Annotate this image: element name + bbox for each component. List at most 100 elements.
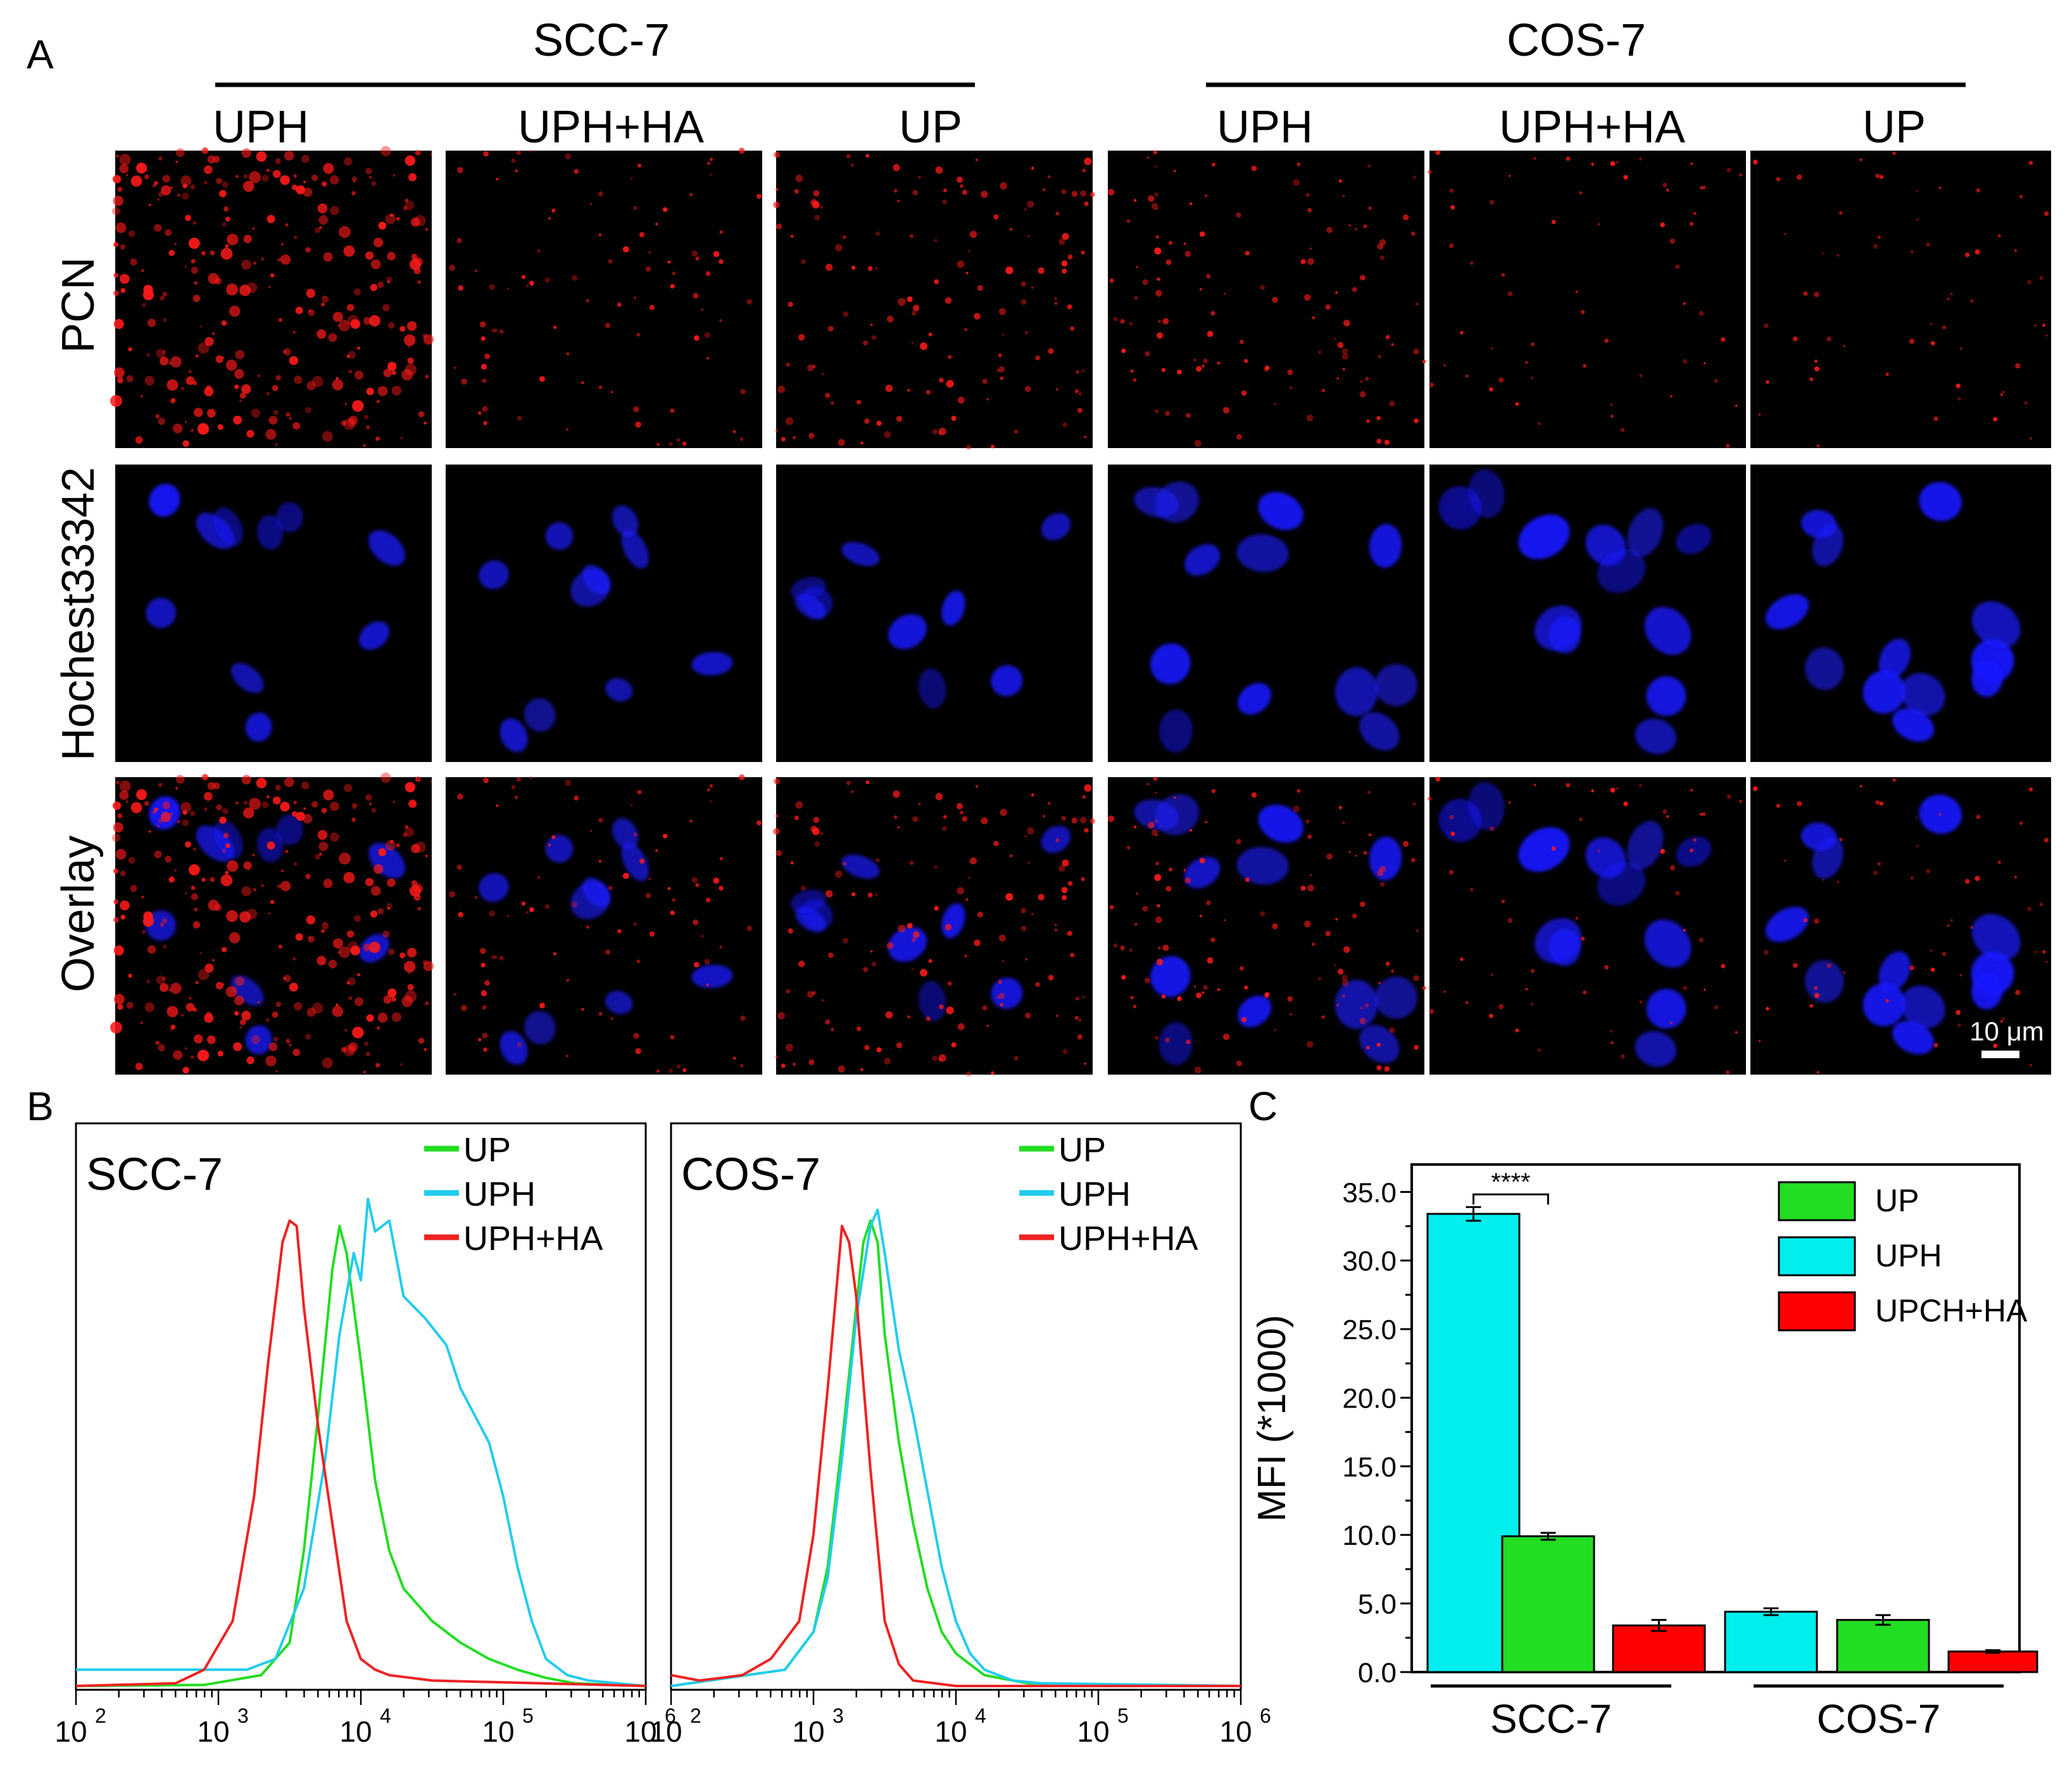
pcn-signal-dot <box>321 181 327 187</box>
pcn-signal-dot <box>820 832 824 836</box>
nucleus-spot <box>1635 1031 1677 1067</box>
pcn-signal-dot <box>1001 334 1004 336</box>
pcn-signal-dot <box>1054 297 1057 300</box>
pcn-signal-dot <box>227 860 239 872</box>
pcn-signal-dot <box>943 188 947 192</box>
pcn-signal-dot <box>981 190 988 198</box>
nucleus-spot <box>612 818 639 849</box>
pcn-signal-dot <box>261 884 264 887</box>
pcn-signal-dot <box>1077 1034 1083 1040</box>
pcn-signal-dot <box>1916 190 1918 192</box>
pcn-signal-dot <box>1317 977 1322 981</box>
pcn-signal-dot <box>1154 247 1162 255</box>
pcn-signal-dot <box>1490 347 1493 350</box>
pcn-signal-dot <box>566 428 568 431</box>
pcn-signal-dot <box>110 1021 122 1034</box>
pcn-signal-dot <box>981 817 988 825</box>
nucleus-spot <box>1900 985 1945 1029</box>
nucleus-spot <box>146 597 176 628</box>
pcn-signal-dot <box>1414 418 1419 423</box>
pcn-signal-dot <box>449 265 456 272</box>
pcn-signal-dot <box>998 934 1007 942</box>
pcn-signal-dot <box>341 420 347 426</box>
group-label: SCC-7 <box>1490 1696 1612 1742</box>
pcn-signal-dot <box>896 415 903 422</box>
pcn-signal-dot <box>1616 161 1619 163</box>
pcn-signal-dot <box>1082 168 1086 173</box>
pcn-signal-dot <box>1429 1009 1434 1015</box>
pcn-signal-dot <box>1873 244 1878 249</box>
pcn-signal-dot <box>408 345 411 348</box>
pcn-signal-dot <box>1766 1007 1769 1011</box>
pcn-signal-dot <box>306 915 316 925</box>
pcn-signal-dot <box>1683 928 1686 932</box>
pcn-signal-dot <box>199 952 202 954</box>
pcn-signal-dot <box>1205 821 1208 823</box>
pcn-signal-dot <box>1222 407 1230 414</box>
pcn-signal-dot <box>911 311 917 316</box>
x-tick-label: 10 <box>339 1715 372 1748</box>
pcn-signal-dot <box>515 169 518 173</box>
pcn-signal-dot <box>1726 444 1730 448</box>
pcn-signal-dot <box>1910 876 1914 880</box>
pcn-signal-dot <box>1206 900 1211 906</box>
pcn-signal-dot <box>746 925 753 932</box>
pcn-signal-dot <box>996 996 1000 999</box>
pcn-signal-dot <box>986 398 989 401</box>
pcn-signal-dot <box>157 198 160 201</box>
pcn-signal-dot <box>1997 234 2001 237</box>
nucleus-spot <box>794 906 826 933</box>
pcn-signal-dot <box>253 261 257 265</box>
pcn-signal-dot <box>1814 292 1819 297</box>
scale-bar-label: 10 μm <box>1969 1016 2044 1046</box>
pcn-signal-dot <box>208 899 220 911</box>
pcn-signal-dot <box>1669 395 1673 398</box>
nucleus-spot <box>149 484 180 517</box>
pcn-signal-dot <box>1930 340 1935 346</box>
pcn-signal-dot <box>622 872 629 879</box>
column-label: UP <box>1862 102 1926 153</box>
pcn-signal-dot <box>668 1068 673 1073</box>
pcn-signal-dot <box>942 199 948 205</box>
pcn-signal-dot <box>234 996 244 1006</box>
pcn-signal-dot <box>957 887 965 895</box>
pcn-signal-dot <box>825 1019 831 1025</box>
pcn-signal-dot <box>1429 382 1434 388</box>
pcn-signal-dot <box>1168 240 1173 245</box>
pcn-signal-dot <box>387 280 391 284</box>
pcn-signal-dot <box>1184 251 1191 257</box>
pcn-signal-dot <box>375 1063 380 1068</box>
pcn-signal-dot <box>128 347 132 351</box>
pcn-signal-dot <box>317 203 328 214</box>
pcn-signal-dot <box>141 896 144 899</box>
micrograph-tile <box>110 772 434 1075</box>
pcn-signal-dot <box>1343 320 1350 327</box>
pcn-signal-dot <box>407 357 414 364</box>
pcn-signal-dot <box>586 925 589 929</box>
pcn-signal-dot <box>1153 777 1158 781</box>
pcn-signal-dot <box>1690 222 1693 226</box>
pcn-signal-dot <box>113 868 118 874</box>
pcn-signal-dot <box>1758 1040 1761 1042</box>
pcn-signal-dot <box>1583 990 1587 995</box>
pcn-signal-dot <box>1014 429 1019 434</box>
pcn-signal-dot <box>211 332 215 335</box>
pcn-signal-dot <box>1325 930 1331 937</box>
pcn-signal-dot <box>221 947 227 952</box>
pcn-signal-dot <box>294 235 298 239</box>
pcn-signal-dot <box>865 154 870 158</box>
pcn-signal-dot <box>996 369 1000 373</box>
pcn-signal-dot <box>1161 994 1166 999</box>
nucleus-spot <box>1635 718 1677 754</box>
pcn-signal-dot <box>1084 784 1092 792</box>
pcn-signal-dot <box>158 156 163 161</box>
pcn-signal-dot <box>719 259 724 265</box>
pcn-signal-dot <box>283 350 287 354</box>
pcn-signal-dot <box>289 356 298 365</box>
pcn-signal-dot <box>283 348 291 356</box>
pcn-signal-dot <box>1348 224 1351 227</box>
pcn-signal-dot <box>456 865 462 870</box>
pcn-signal-dot <box>363 317 372 325</box>
pcn-signal-dot <box>115 154 120 158</box>
